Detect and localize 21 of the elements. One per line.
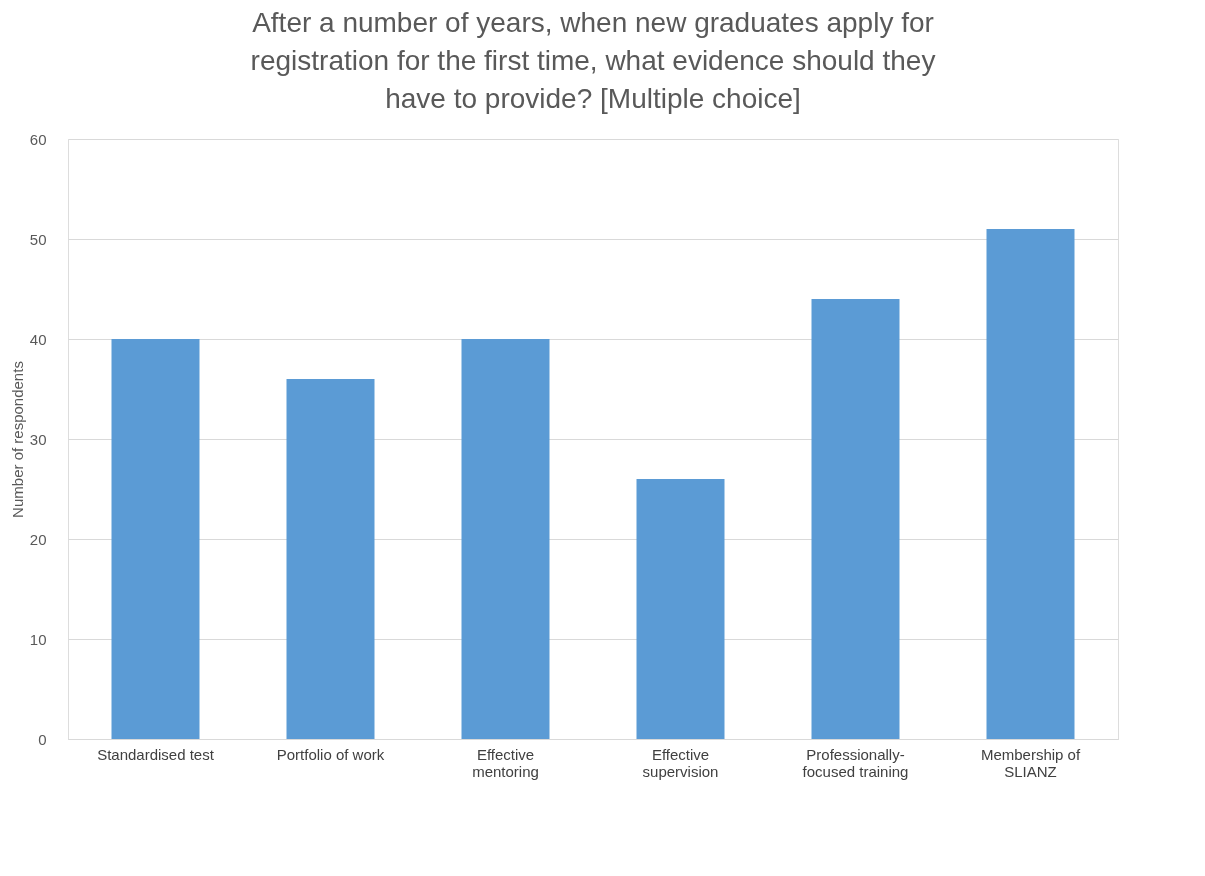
y-axis-title: Number of respondents xyxy=(8,361,26,518)
bar xyxy=(286,379,375,739)
y-tick-label: 60 xyxy=(29,130,47,148)
y-tick-label: 10 xyxy=(29,630,47,648)
x-tick-label: Standardised test xyxy=(97,745,215,763)
bar xyxy=(986,229,1075,739)
bar xyxy=(636,479,725,739)
bar xyxy=(111,339,200,739)
y-tick-label: 50 xyxy=(29,230,47,248)
x-tick-label: Effective mentoring xyxy=(472,745,539,780)
y-tick-label: 0 xyxy=(38,730,47,748)
x-tick-label: Portfolio of work xyxy=(276,745,385,763)
y-tick-label: 30 xyxy=(29,430,47,448)
x-tick-label: Professionally-focused training xyxy=(802,745,909,780)
y-tick-label: 40 xyxy=(29,330,47,348)
y-tick-label: 20 xyxy=(29,530,47,548)
bar xyxy=(461,339,550,739)
x-tick-label: Membership of SLIANZ xyxy=(980,745,1081,780)
chart-title: After a number of years, when new graduates apply for registration for the first time, what evidence should they have to provide? [Multiple choice] xyxy=(250,7,936,114)
bar xyxy=(811,299,900,739)
x-tick-label: Effective supervision xyxy=(642,745,719,780)
